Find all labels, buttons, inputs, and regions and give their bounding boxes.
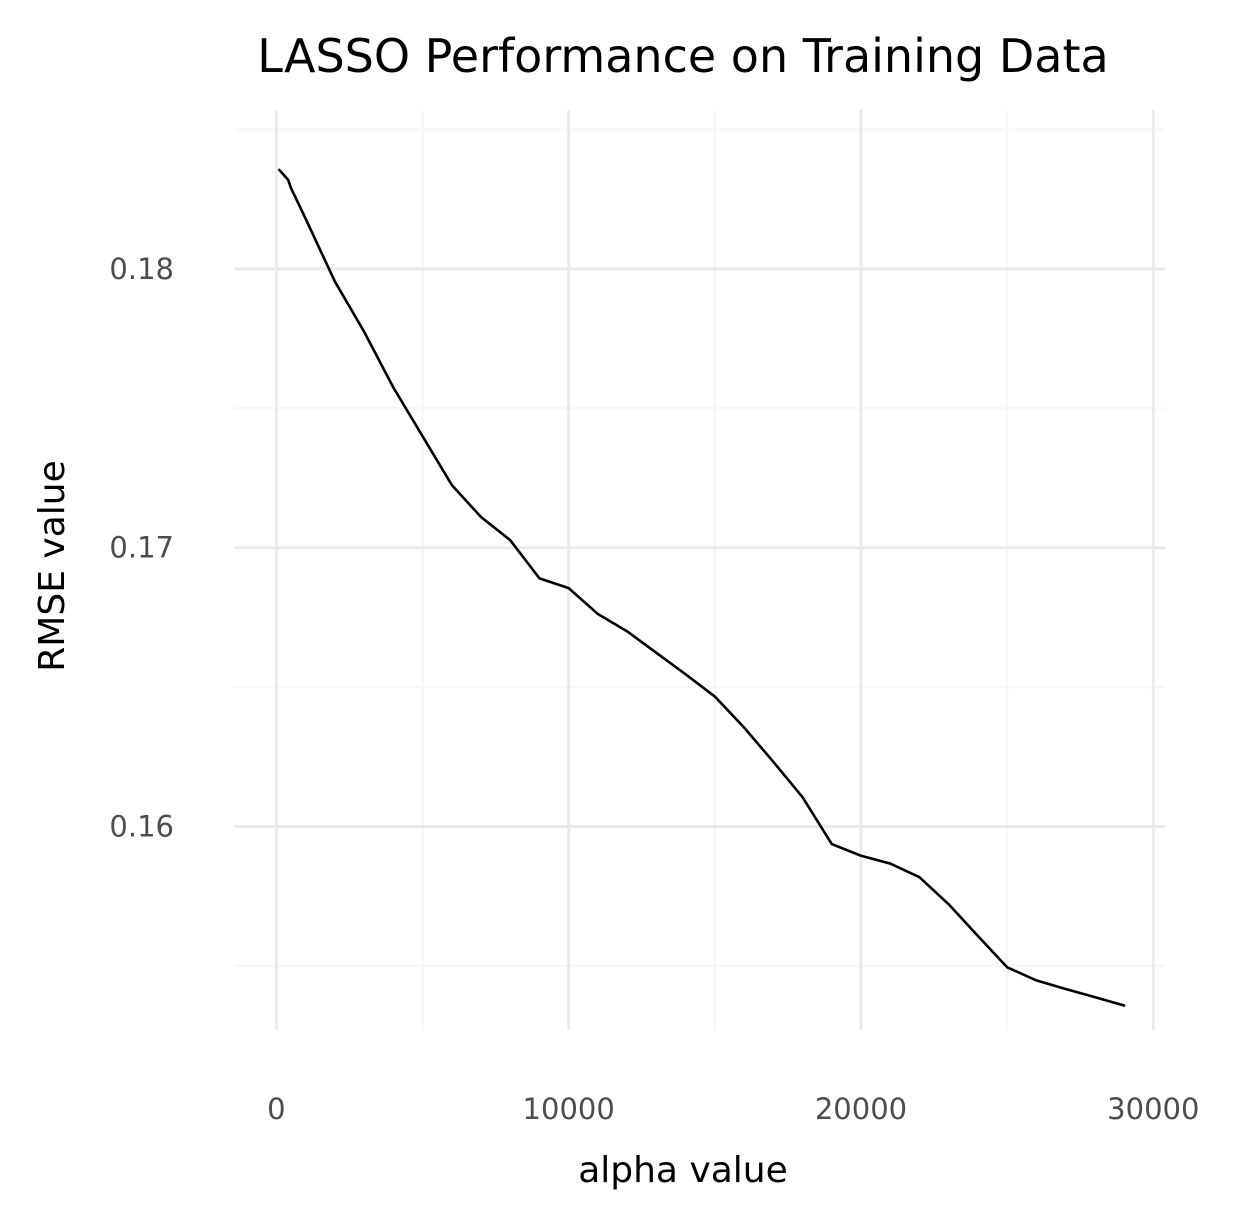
x-tick-label: 30000 bbox=[1107, 1092, 1199, 1126]
series-layer bbox=[278, 168, 1126, 1007]
minor-gridlines bbox=[234, 110, 1165, 1030]
x-tick-label: 10000 bbox=[523, 1092, 615, 1126]
y-tick-label: 0.18 bbox=[109, 252, 174, 286]
major-gridlines bbox=[234, 110, 1165, 1030]
series-line bbox=[278, 168, 1126, 1007]
x-axis-label: alpha value bbox=[578, 1150, 788, 1191]
y-tick-label: 0.17 bbox=[109, 531, 174, 565]
y-axis-label: RMSE value bbox=[32, 460, 73, 671]
x-tick-label: 0 bbox=[267, 1092, 285, 1126]
x-tick-label: 20000 bbox=[815, 1092, 907, 1126]
chart-title: LASSO Performance on Training Data bbox=[257, 29, 1108, 83]
tick-labels: 0 10000 20000 30000 0.16 0.17 0.18 bbox=[109, 252, 1199, 1126]
y-tick-label: 0.16 bbox=[109, 809, 174, 843]
